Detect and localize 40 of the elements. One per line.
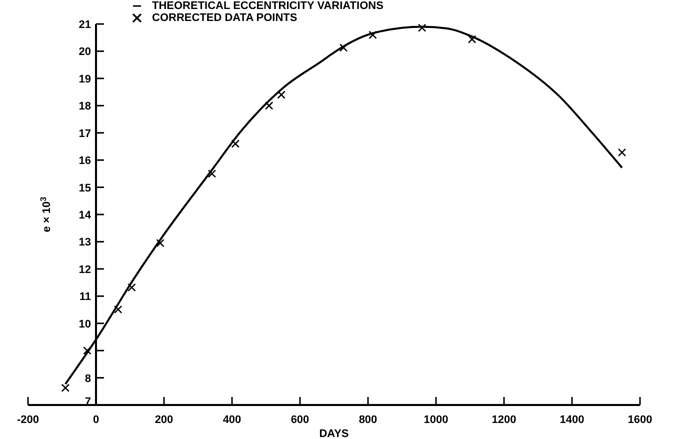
y-tick-label: 12 bbox=[78, 264, 91, 276]
point bbox=[418, 24, 426, 32]
point bbox=[468, 35, 476, 44]
y-tick-label: 21 bbox=[78, 19, 91, 31]
point bbox=[339, 44, 348, 52]
y-tick-label: 13 bbox=[78, 236, 91, 249]
x-tick-label: 600 bbox=[290, 414, 310, 426]
point bbox=[231, 140, 240, 148]
point bbox=[618, 148, 626, 157]
x-tick-label: 1200 bbox=[492, 414, 516, 426]
point bbox=[114, 305, 122, 314]
y-tick-label: 14 bbox=[78, 210, 92, 222]
y-tick-label: 18 bbox=[78, 100, 91, 113]
point bbox=[208, 170, 216, 178]
x-tick-label: 1600 bbox=[628, 414, 652, 426]
point bbox=[277, 90, 286, 99]
x-tick-label: 200 bbox=[154, 414, 174, 426]
y-tick-label: 11 bbox=[79, 291, 91, 304]
x-tick-label: 1000 bbox=[424, 414, 448, 426]
legend-label: CORRECTED DATA POINTS bbox=[152, 12, 298, 24]
point bbox=[156, 238, 164, 248]
point bbox=[128, 283, 136, 292]
point bbox=[61, 384, 70, 392]
point bbox=[264, 101, 274, 110]
point bbox=[83, 346, 92, 355]
x-axis-title: DAYS bbox=[319, 428, 349, 439]
x-tick-label: 0 bbox=[92, 414, 100, 426]
x-tick-label: 800 bbox=[358, 414, 378, 426]
y-tick-label: 16 bbox=[78, 155, 91, 168]
point bbox=[368, 30, 377, 40]
y-tick-label: 17 bbox=[78, 128, 91, 140]
y-tick-label: 8 bbox=[84, 372, 91, 385]
x-tick-label: -200 bbox=[16, 414, 40, 426]
y-tick-label: 19 bbox=[78, 73, 91, 86]
x-tick-label: 1400 bbox=[560, 414, 584, 426]
legend-label: THEORETICAL ECCENTRICITY VARIATIONS bbox=[152, 0, 384, 12]
y-tick-label: 10 bbox=[78, 318, 91, 330]
x-tick-label: 400 bbox=[222, 414, 242, 426]
y-tick-label: 20 bbox=[78, 46, 91, 58]
y-tick-label: 15 bbox=[78, 182, 91, 194]
